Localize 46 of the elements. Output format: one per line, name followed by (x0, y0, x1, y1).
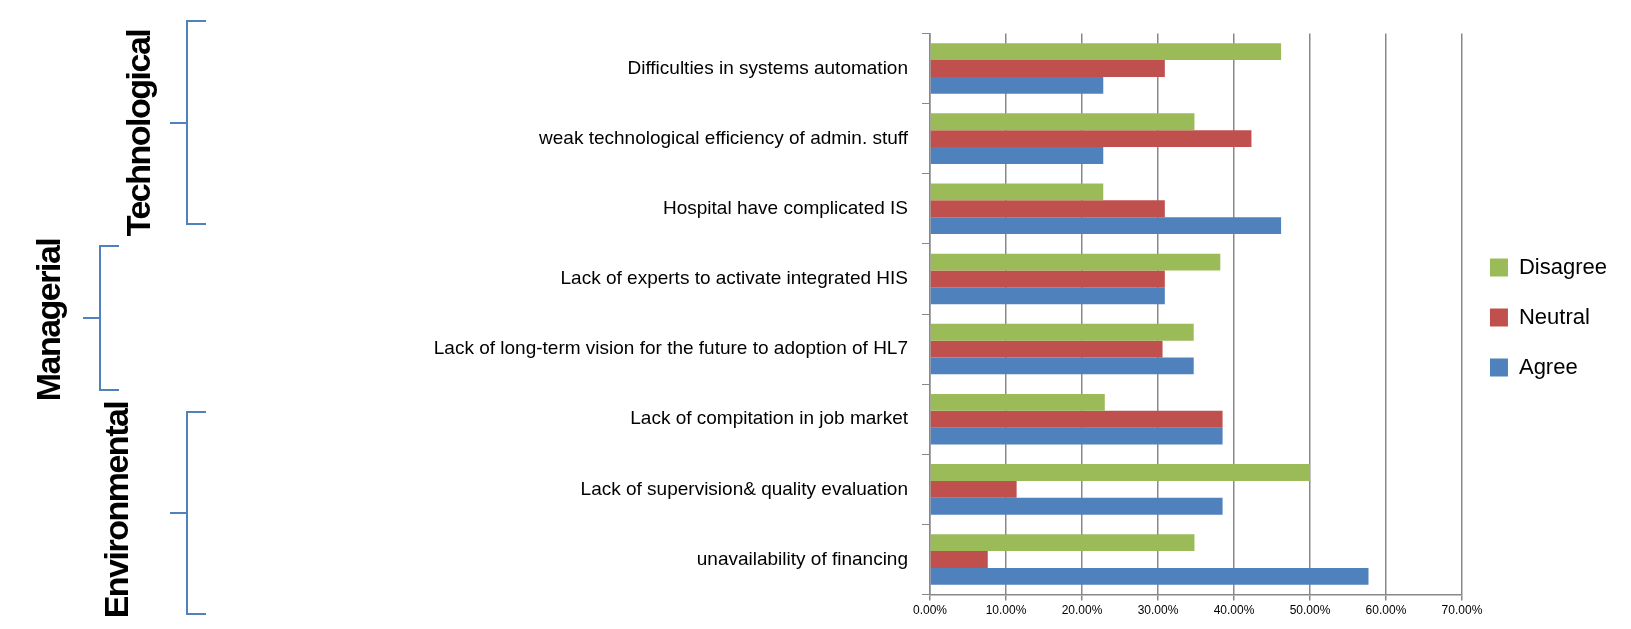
text: Managerial (28, 238, 68, 402)
bar (930, 270, 1165, 288)
bar (930, 393, 1105, 411)
x-tick-label: 50.00% (1289, 603, 1331, 618)
bar (930, 183, 1104, 201)
text: Technological (118, 29, 158, 237)
x-tick-label: 10.00% (985, 603, 1027, 618)
x-tick-label: 30.00% (1137, 603, 1179, 618)
bar (930, 427, 1223, 445)
y-tick-label: Lack of experts to activate integrated HIS (560, 267, 908, 289)
bar (930, 60, 1165, 77)
y-tick-label: weak technological efficiency of admin. stuff (538, 126, 909, 148)
bar (930, 340, 1163, 358)
y-tick-label: Hospital have complicated IS (662, 197, 908, 219)
x-tick-label: 0.00% (912, 603, 948, 618)
y-tick-label: Lack of supervision& quality evaluation (580, 477, 908, 499)
bar (930, 480, 1017, 498)
bar (930, 76, 1104, 94)
bar (930, 287, 1165, 305)
text: Environmental (96, 401, 136, 619)
bar (930, 464, 1310, 481)
y-tick-label: unavailability of financing (696, 547, 908, 569)
y-tick-label: Lack of long-term vision for the future to adoption of HL7 (433, 337, 908, 359)
x-tick-label: 20.00% (1061, 603, 1103, 618)
bar (930, 534, 1195, 552)
x-tick-label: 40.00% (1213, 603, 1255, 618)
bar (930, 217, 1282, 235)
legend-label: Neutral (1518, 303, 1590, 329)
x-tick-label: 70.00% (1441, 603, 1483, 618)
bar (930, 200, 1165, 218)
bar (930, 130, 1252, 148)
bar (930, 253, 1221, 271)
bar (930, 410, 1223, 428)
bar (930, 113, 1195, 131)
bar (930, 551, 988, 568)
bar (930, 43, 1282, 61)
bar (930, 357, 1194, 375)
x-tick-label: 60.00% (1365, 603, 1407, 618)
y-tick-label: Lack of compitation in job market (630, 407, 909, 429)
bar (930, 147, 1104, 164)
bar (930, 497, 1223, 515)
legend-label: Disagree (1518, 253, 1607, 279)
bar (930, 323, 1194, 341)
bar (930, 567, 1369, 585)
y-tick-label: Difficulties in systems automation (627, 56, 908, 78)
legend-label: Agree (1518, 353, 1578, 379)
